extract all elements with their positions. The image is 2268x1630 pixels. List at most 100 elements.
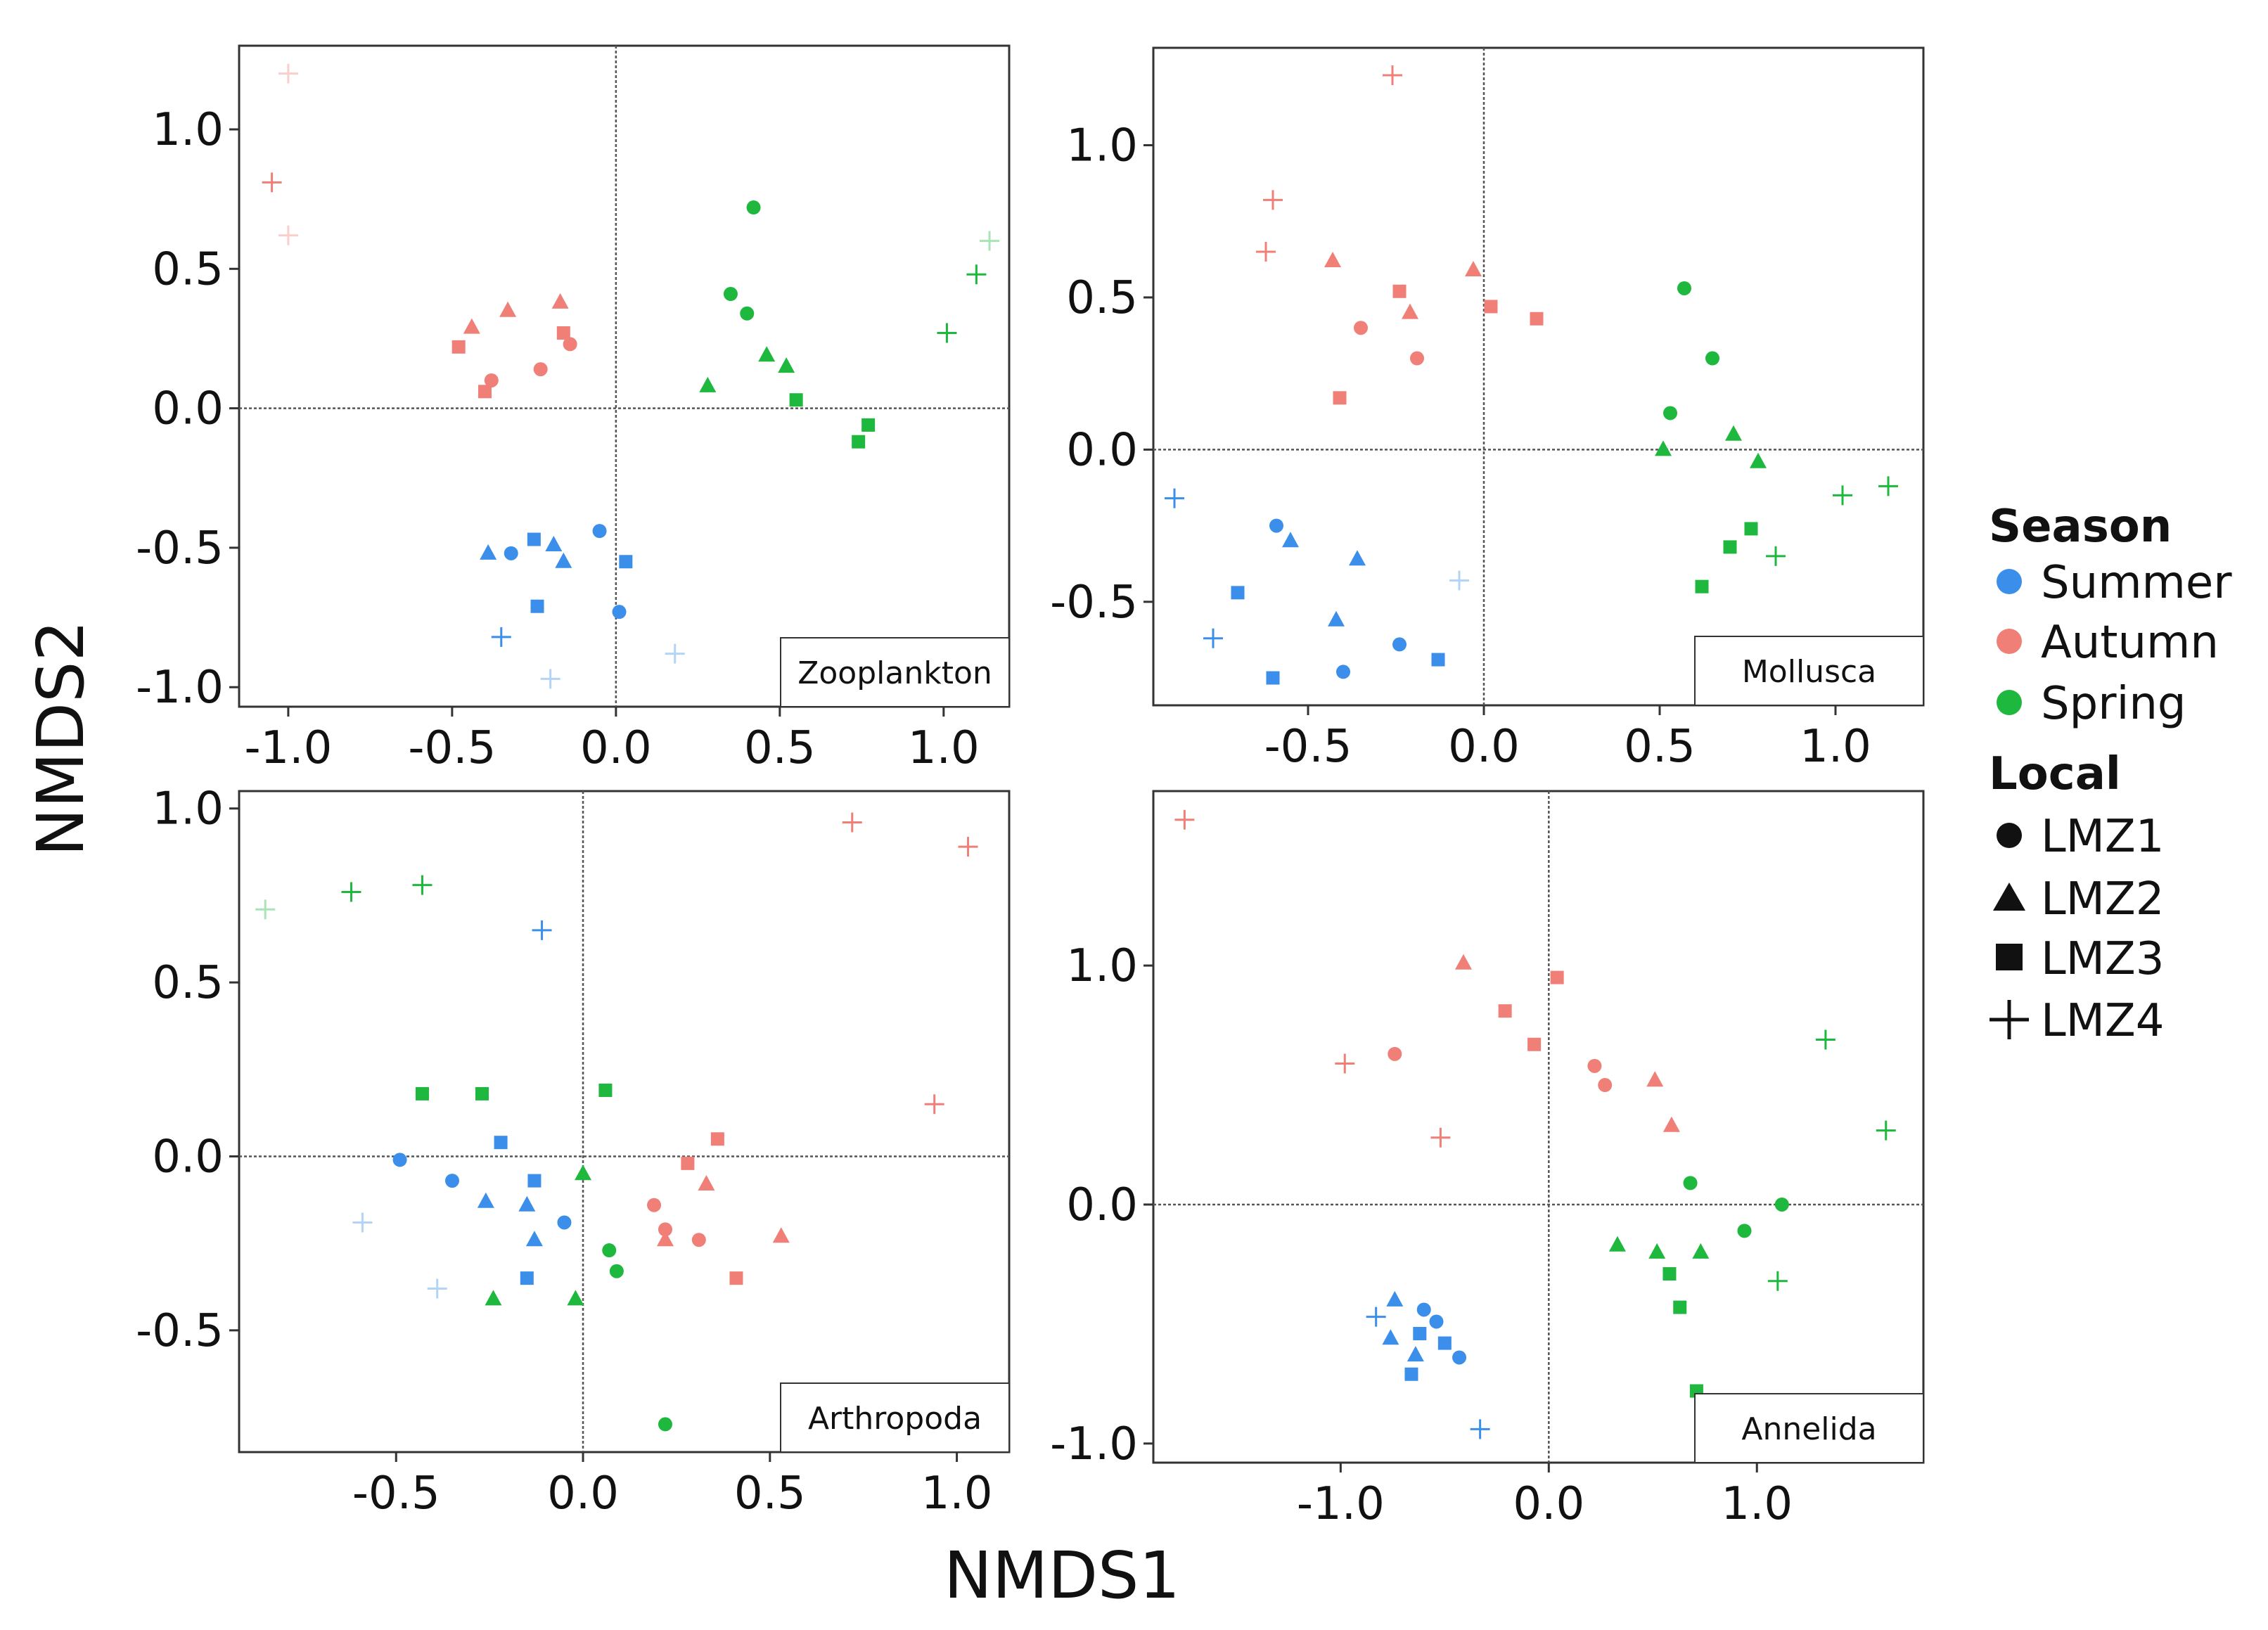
legend-summer-swatch	[1997, 569, 2022, 594]
point-spring-lmz4	[980, 231, 1000, 251]
point-autumn-lmz2	[1402, 303, 1418, 319]
point-summer-lmz2	[1407, 1346, 1424, 1362]
point-summer-lmz1	[1392, 637, 1407, 652]
panel-x-tick-label-zooplankton: -0.5	[408, 722, 496, 774]
point-autumn-lmz1	[658, 1222, 672, 1237]
point-spring-lmz3	[1723, 540, 1737, 554]
point-spring-lmz4	[1833, 485, 1852, 506]
point-summer-lmz4	[1165, 488, 1184, 508]
point-autumn-lmz2	[698, 1175, 715, 1191]
point-spring-lmz2	[575, 1164, 592, 1181]
point-summer-lmz3	[1431, 653, 1445, 667]
panel-x-tick-label-zooplankton: -1.0	[244, 722, 332, 774]
panel-x-tick-label-mollusca: 0.5	[1624, 721, 1696, 773]
panel-title-mollusca: Mollusca	[1742, 654, 1876, 690]
point-spring-lmz4	[1815, 1029, 1835, 1050]
panel-x-tick-label-arthropoda: 0.5	[734, 1468, 806, 1520]
legend-summer-label: Summer	[2041, 557, 2232, 609]
point-summer-lmz3	[1266, 671, 1280, 685]
point-spring-lmz3	[475, 1086, 489, 1100]
panel-mollusca: -0.5 0.0 0.5 1.0 -0.5 0.0 0.5 1.0 Mollusca	[1050, 46, 1925, 773]
panel-y-tick-label-arthropoda: 0.5	[152, 957, 224, 1009]
panel-points-mollusca	[1165, 65, 1898, 685]
legend-spring-swatch	[1997, 690, 2022, 715]
point-summer-lmz1	[1416, 1302, 1431, 1317]
point-summer-lmz3	[1231, 586, 1245, 600]
point-autumn-lmz3	[1333, 391, 1347, 405]
point-summer-lmz2	[555, 552, 572, 568]
point-summer-lmz1	[392, 1153, 407, 1167]
panel-x-tick-label-zooplankton: 0.0	[580, 722, 652, 774]
point-spring-lmz3	[1744, 522, 1758, 536]
point-autumn-lmz4	[262, 172, 282, 193]
point-spring-lmz3	[1695, 579, 1709, 593]
point-spring-lmz3	[861, 418, 876, 432]
point-summer-lmz1	[1269, 518, 1283, 533]
point-summer-lmz1	[557, 1215, 572, 1230]
panel-frame-zooplankton	[238, 44, 1011, 708]
point-autumn-lmz3	[1530, 312, 1544, 326]
point-autumn-lmz1	[1354, 321, 1368, 335]
panels-group: -1.0 -0.5 0.0 0.5 1.0 -1.0 -0.5 0.0 0.5 1.0 Zoopla…	[136, 44, 1925, 1530]
point-summer-lmz2	[545, 535, 563, 551]
point-summer-lmz1	[1336, 665, 1350, 679]
point-summer-lmz4	[1470, 1419, 1490, 1439]
legend-lmz2-label: LMZ2	[2041, 873, 2164, 925]
point-summer-lmz3	[520, 1271, 534, 1285]
panel-frame-arthropoda	[238, 790, 1011, 1453]
point-summer-lmz4	[1203, 628, 1223, 648]
point-summer-lmz1	[444, 1174, 459, 1188]
legend-lmz1-label: LMZ1	[2041, 811, 2164, 863]
point-summer-lmz3	[494, 1136, 508, 1150]
legend-lmz3-swatch	[1996, 944, 2023, 970]
panel-frame-annelida	[1152, 790, 1925, 1464]
point-spring-lmz2	[485, 1290, 502, 1306]
panel-x-tick-label-mollusca: 1.0	[1800, 721, 1871, 773]
point-spring-lmz2	[1648, 1243, 1666, 1259]
point-summer-lmz2	[525, 1231, 543, 1247]
point-summer-lmz3	[1437, 1336, 1452, 1350]
point-autumn-lmz3	[478, 385, 492, 399]
panel-x-tick-label-annelida: -1.0	[1297, 1478, 1385, 1530]
panel-x-tick-label-mollusca: 0.0	[1448, 721, 1520, 773]
panel-points-zooplankton	[262, 63, 1000, 689]
point-spring-lmz2	[1692, 1243, 1710, 1259]
point-spring-lmz1	[658, 1417, 672, 1432]
panel-y-tick-label-arthropoda: 0.0	[152, 1131, 224, 1183]
panel-y-tick-label-zooplankton: -0.5	[136, 522, 224, 575]
point-autumn-lmz4	[278, 63, 298, 84]
point-spring-lmz1	[1774, 1197, 1789, 1212]
point-spring-lmz4	[412, 875, 433, 895]
panel-title-box-zooplankton	[780, 637, 1010, 707]
point-autumn-lmz2	[1662, 1116, 1680, 1132]
panel-frame-mollusca	[1152, 46, 1925, 707]
point-summer-lmz4	[532, 920, 552, 940]
legend-season-title: Season	[1989, 501, 2172, 553]
point-summer-lmz4	[1449, 570, 1469, 591]
point-autumn-lmz1	[533, 362, 548, 377]
point-autumn-lmz1	[1587, 1058, 1602, 1073]
panel-y-tick-label-zooplankton: 1.0	[152, 104, 224, 156]
point-spring-lmz2	[699, 376, 717, 392]
point-summer-lmz3	[527, 1174, 542, 1188]
point-autumn-lmz4	[278, 225, 298, 245]
legend-lmz3-label: LMZ3	[2041, 933, 2164, 985]
point-spring-lmz2	[758, 346, 776, 362]
point-spring-lmz4	[1766, 546, 1786, 566]
point-summer-lmz2	[1349, 550, 1366, 566]
point-autumn-lmz3	[1392, 284, 1407, 298]
point-spring-lmz4	[966, 264, 987, 285]
point-summer-lmz3	[530, 599, 544, 613]
panel-zooplankton: -1.0 -0.5 0.0 0.5 1.0 -1.0 -0.5 0.0 0.5 1.0 Zoopla…	[136, 44, 1011, 774]
point-autumn-lmz2	[772, 1227, 790, 1243]
point-spring-lmz2	[1750, 452, 1767, 468]
point-summer-lmz4	[665, 643, 685, 664]
panel-x-tick-label-mollusca: -0.5	[1264, 721, 1352, 773]
point-summer-lmz2	[1386, 1290, 1404, 1307]
point-autumn-lmz3	[1498, 1004, 1512, 1018]
point-spring-lmz1	[1683, 1176, 1698, 1191]
panel-y-tick-label-arthropoda: 1.0	[152, 783, 224, 835]
point-autumn-lmz4	[1383, 65, 1402, 85]
point-spring-lmz4	[341, 882, 361, 902]
